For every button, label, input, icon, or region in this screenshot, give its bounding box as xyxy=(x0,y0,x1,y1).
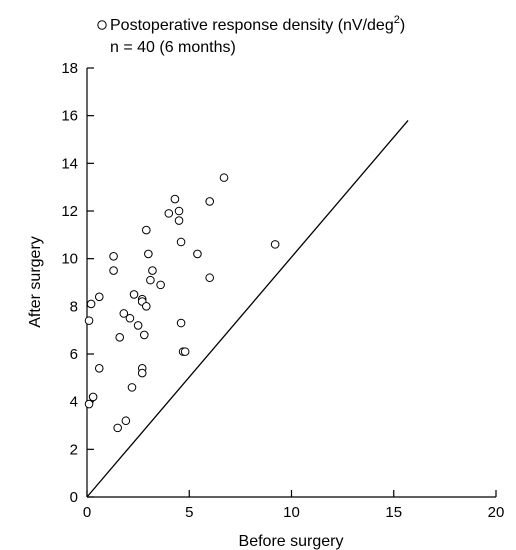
x-axis-label: Before surgery xyxy=(239,533,344,550)
chart-title-close: ) xyxy=(400,17,405,34)
y-tick-label: 6 xyxy=(70,346,78,363)
data-point xyxy=(142,225,151,235)
data-points xyxy=(84,173,280,433)
data-point xyxy=(115,333,125,342)
x-axis-ticks: 0 5 10 15 20 xyxy=(83,490,505,521)
data-point xyxy=(133,321,143,330)
legend: Postoperative response density (nV/deg2)… xyxy=(97,14,405,56)
data-point xyxy=(146,275,155,285)
data-point xyxy=(109,251,118,261)
data-point xyxy=(164,209,174,218)
y-tick-label: 14 xyxy=(61,155,78,172)
data-point xyxy=(109,266,118,275)
data-point xyxy=(142,302,151,311)
data-point xyxy=(94,292,104,302)
data-point xyxy=(174,206,184,216)
data-point xyxy=(127,383,137,392)
data-point xyxy=(176,318,186,328)
data-point xyxy=(270,240,280,249)
data-point xyxy=(176,237,186,247)
data-point xyxy=(174,216,184,225)
data-point xyxy=(119,309,129,318)
x-tick-label: 15 xyxy=(385,504,402,521)
chart-subtitle: n = 40 (6 months) xyxy=(110,39,236,56)
data-point xyxy=(170,194,180,204)
chart-title-superscript: 2 xyxy=(394,14,400,26)
data-point xyxy=(180,347,190,356)
data-point xyxy=(205,197,214,206)
data-point xyxy=(219,173,229,182)
y-tick-label: 4 xyxy=(70,394,78,411)
data-point xyxy=(144,249,153,259)
legend-marker xyxy=(97,20,107,30)
reference-line xyxy=(86,120,409,498)
chart-title: Postoperative response density (nV/deg2) xyxy=(110,14,405,34)
y-tick-label: 16 xyxy=(61,108,78,125)
chart-title-text: Postoperative response density (nV/deg xyxy=(110,17,394,34)
y-axis-ticks: 0 2 4 6 8 10 12 14 16 18 xyxy=(61,60,94,506)
data-point xyxy=(86,299,96,309)
x-tick-label: 5 xyxy=(185,504,193,521)
data-point xyxy=(125,313,135,323)
data-point xyxy=(205,273,214,283)
data-point xyxy=(94,364,104,373)
data-point xyxy=(139,330,149,340)
y-tick-label: 2 xyxy=(70,441,78,458)
y-tick-label: 8 xyxy=(70,298,78,315)
data-point xyxy=(113,423,122,433)
y-tick-label: 0 xyxy=(70,489,78,506)
data-point xyxy=(148,266,157,275)
y-tick-label: 10 xyxy=(61,251,78,268)
data-point xyxy=(88,392,98,402)
x-tick-label: 20 xyxy=(488,504,505,521)
data-point xyxy=(129,290,139,299)
data-point xyxy=(84,316,94,325)
data-point xyxy=(137,368,147,378)
data-point xyxy=(156,280,165,290)
y-axis-label: After surgery xyxy=(27,236,44,328)
x-tick-label: 10 xyxy=(283,504,300,521)
data-point xyxy=(121,416,131,426)
data-point xyxy=(193,249,202,259)
data-point xyxy=(84,399,94,409)
y-tick-label: 18 xyxy=(61,60,78,77)
y-tick-label: 12 xyxy=(61,203,78,220)
x-tick-label: 0 xyxy=(83,504,91,521)
